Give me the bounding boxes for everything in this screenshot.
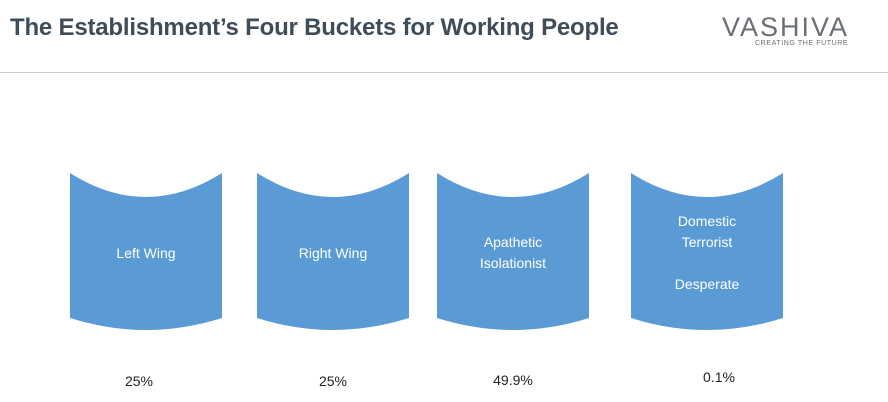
bucket-shape <box>437 173 589 330</box>
bucket-percent: 49.9% <box>493 372 533 388</box>
bucket-shape <box>631 173 783 330</box>
slide-title: The Establishment’s Four Buckets for Wor… <box>10 14 619 41</box>
bucket-label-line: Desperate <box>674 276 740 292</box>
bucket-percent: 0.1% <box>703 369 735 385</box>
bucket-label-line <box>627 253 787 274</box>
vashiva-logo: VASHIVA CREATING THE FUTURE <box>722 12 872 52</box>
title-divider <box>0 72 888 73</box>
logo-tagline: CREATING THE FUTURE <box>755 40 849 47</box>
logo-wordmark: VASHIVA <box>722 12 850 42</box>
bucket-label-line: Apathetic <box>483 234 543 250</box>
bucket-label-line: Terrorist <box>681 234 733 250</box>
bucket-percent: 25% <box>318 373 348 389</box>
bucket-label: Domestic Terrorist Desperate <box>627 211 787 295</box>
bucket-label: Left Wing <box>66 243 226 264</box>
bucket-percent: 25% <box>124 373 154 389</box>
bucket-shape <box>257 173 409 330</box>
bucket-label-line: Right Wing <box>298 244 368 261</box>
bucket-label: Right Wing <box>253 243 413 264</box>
bucket-label-line: Left Wing <box>116 244 176 261</box>
bucket-label-line: Domestic <box>677 213 737 229</box>
bucket-label: Apathetic Isolationist <box>433 232 593 274</box>
bucket-shape <box>70 173 222 330</box>
bucket-label-line: Isolationist <box>479 255 547 271</box>
